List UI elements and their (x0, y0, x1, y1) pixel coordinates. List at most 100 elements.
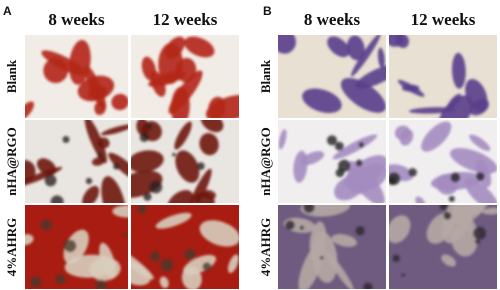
tissue-blob (184, 36, 215, 58)
tissue-blob (389, 215, 411, 244)
tissue-blob (168, 70, 203, 114)
tissue-blobs (141, 36, 239, 118)
material-particle (97, 152, 103, 158)
tissue-blob (415, 196, 426, 203)
tissue-blob (227, 254, 239, 274)
micrograph-content (131, 205, 239, 289)
tissue-blob (200, 120, 224, 133)
tissue-blobs (131, 205, 239, 289)
micrograph (25, 35, 128, 118)
tissue-blob (293, 150, 308, 183)
tissue-blob (311, 231, 338, 283)
row-header: Blank (4, 59, 19, 93)
micrograph (389, 205, 497, 289)
tissue-blob (395, 35, 409, 49)
tissue-blobs (278, 35, 386, 114)
material-particle (113, 163, 120, 170)
tissue-blobs (25, 205, 128, 289)
micrograph-content (278, 205, 386, 289)
micrograph (25, 120, 128, 203)
material-particle (448, 195, 455, 202)
micrograph (278, 120, 386, 203)
image-tiles (25, 35, 497, 289)
material-particle (55, 274, 66, 285)
tissue-blob (94, 100, 106, 116)
tissue-blob (437, 95, 473, 118)
tissue-blob (82, 185, 100, 203)
tissue-blobs (25, 39, 128, 118)
tissue-blob (464, 178, 497, 203)
tissue-blob (101, 176, 127, 203)
tissue-blobs (389, 121, 497, 203)
tissue-blob (84, 120, 107, 164)
tissue-blob (159, 276, 169, 289)
tissue-blobs (131, 120, 224, 203)
tissue-blob (327, 36, 350, 58)
tissue-blob (421, 121, 452, 152)
material-particle (355, 226, 365, 236)
material-particle (355, 159, 363, 167)
material-particle (450, 172, 461, 183)
material-particle (146, 123, 153, 130)
micrograph-content (131, 120, 239, 203)
tissue-blob (332, 134, 378, 160)
micrograph (278, 35, 386, 118)
material-particle (389, 172, 401, 186)
column-header: 12 weeks (411, 10, 476, 29)
tissue-blob (350, 35, 381, 77)
micrograph (278, 205, 386, 289)
tissue-blob (167, 190, 194, 203)
material-particle (299, 225, 305, 231)
tissue-blob (91, 157, 106, 166)
material-particle (44, 174, 57, 187)
material-particle (40, 219, 52, 231)
material-particle (319, 256, 324, 260)
micrograph-content (389, 35, 497, 118)
material-particle (358, 141, 365, 148)
tissue-blobs (389, 205, 497, 277)
material-particle (85, 177, 93, 185)
material-particle (401, 273, 405, 277)
material-particle (473, 226, 486, 240)
material-particle (143, 192, 152, 201)
tissue-blob (453, 205, 480, 241)
tissue-blob (394, 125, 411, 141)
tissue-blob (451, 52, 466, 89)
tissue-blob (164, 36, 186, 59)
material-particle (303, 205, 315, 214)
panel-label: A (3, 4, 12, 18)
tissue-blob (181, 266, 202, 289)
material-particle (150, 252, 160, 262)
material-particle (474, 238, 480, 245)
row-header: nHA@RGO (258, 127, 273, 195)
micrograph (131, 35, 239, 118)
tissue-blob (469, 98, 489, 116)
row-header: Blank (258, 59, 273, 93)
material-particle (475, 172, 485, 181)
tissue-blob (43, 58, 69, 84)
tissue-blob (451, 224, 478, 257)
tissue-blob (111, 93, 128, 111)
tissue-blob (302, 88, 342, 114)
micrograph-content (25, 205, 128, 289)
tissue-blob (199, 133, 219, 156)
material-particle (149, 180, 163, 194)
material-particle (172, 152, 176, 157)
material-particle (139, 132, 149, 142)
micrograph (131, 205, 239, 289)
material-particle (439, 205, 449, 211)
micrograph (389, 35, 497, 118)
column-header: 8 weeks (48, 10, 105, 29)
tissue-blob (25, 166, 63, 188)
tissue-blob (131, 150, 164, 173)
tissue-blob (25, 160, 36, 183)
tissue-blob (344, 155, 386, 189)
tissue-blob (377, 47, 385, 69)
tissue-blob (131, 170, 163, 198)
tissue-blob (202, 190, 216, 200)
labels: A 8 weeks 12 weeks Blank nHA@RGO 4%AHRG B 8 wee… (3, 4, 476, 276)
tissue-blob (199, 220, 239, 247)
material-particle (202, 262, 212, 272)
tissue-blob (450, 148, 497, 174)
